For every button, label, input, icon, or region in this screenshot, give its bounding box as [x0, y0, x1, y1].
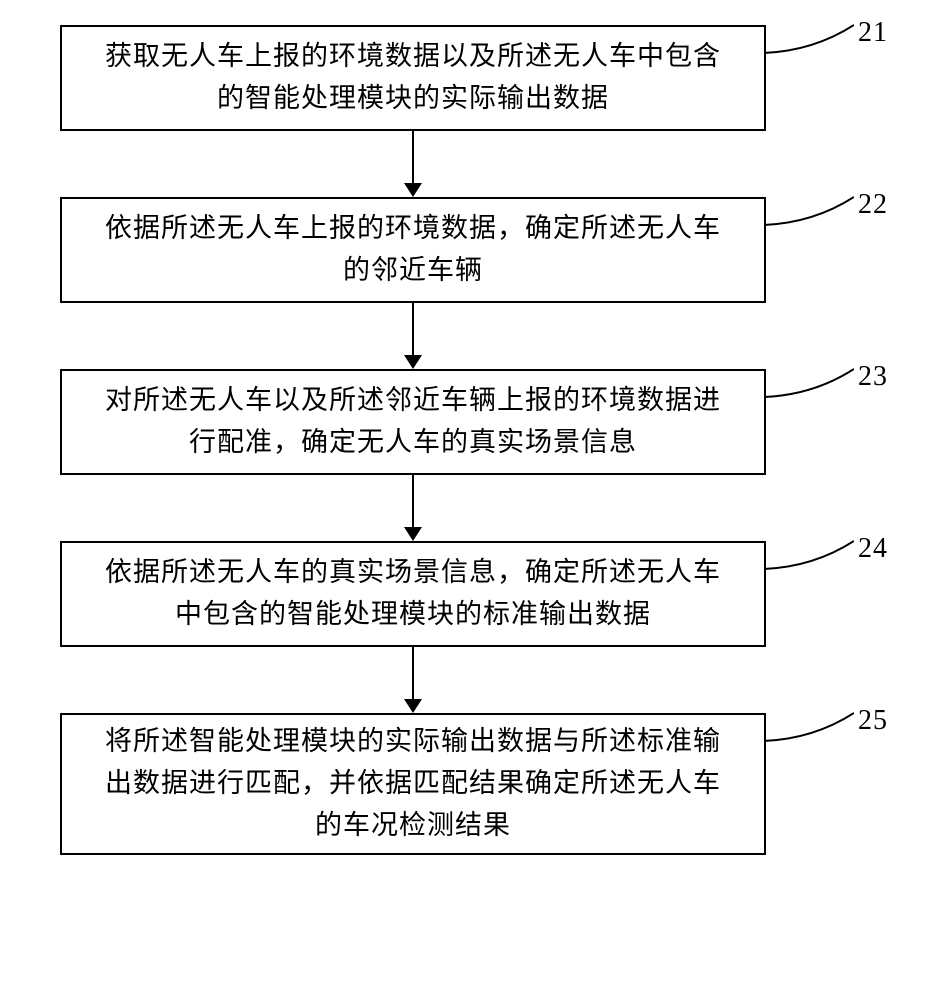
step-label-wrap: 22 [764, 193, 888, 227]
flowchart-arrow [60, 647, 766, 713]
flowchart-step-22: 依据所述无人车上报的环境数据，确定所述无人车的邻近车辆22 [60, 197, 766, 303]
step-text: 依据所述无人车上报的环境数据，确定所述无人车的邻近车辆 [87, 196, 739, 304]
flowchart-step-21: 获取无人车上报的环境数据以及所述无人车中包含的智能处理模块的实际输出数据21 [60, 25, 766, 131]
step-label-wrap: 24 [764, 537, 888, 571]
step-label-number: 25 [858, 699, 888, 742]
step-text: 依据所述无人车的真实场景信息，确定所述无人车中包含的智能处理模块的标准输出数据 [87, 540, 739, 648]
step-label-wrap: 23 [764, 365, 888, 399]
flowchart-step-25: 将所述智能处理模块的实际输出数据与所述标准输出数据进行匹配，并依据匹配结果确定所… [60, 713, 766, 855]
step-label-wrap: 25 [764, 709, 888, 743]
flowchart-container: 获取无人车上报的环境数据以及所述无人车中包含的智能处理模块的实际输出数据21 依据… [60, 25, 766, 855]
flowchart-step-24: 依据所述无人车的真实场景信息，确定所述无人车中包含的智能处理模块的标准输出数据2… [60, 541, 766, 647]
step-label-number: 22 [858, 183, 888, 226]
flowchart-arrow [60, 131, 766, 197]
step-text: 将所述智能处理模块的实际输出数据与所述标准输出数据进行匹配，并依据匹配结果确定所… [87, 709, 739, 859]
step-text: 获取无人车上报的环境数据以及所述无人车中包含的智能处理模块的实际输出数据 [87, 24, 739, 132]
flowchart-arrow [60, 475, 766, 541]
step-label-number: 23 [858, 355, 888, 398]
step-label-number: 21 [858, 11, 888, 54]
step-label-number: 24 [858, 527, 888, 570]
flowchart-arrow [60, 303, 766, 369]
step-label-wrap: 21 [764, 21, 888, 55]
step-text: 对所述无人车以及所述邻近车辆上报的环境数据进行配准，确定无人车的真实场景信息 [87, 368, 739, 476]
flowchart-step-23: 对所述无人车以及所述邻近车辆上报的环境数据进行配准，确定无人车的真实场景信息23 [60, 369, 766, 475]
